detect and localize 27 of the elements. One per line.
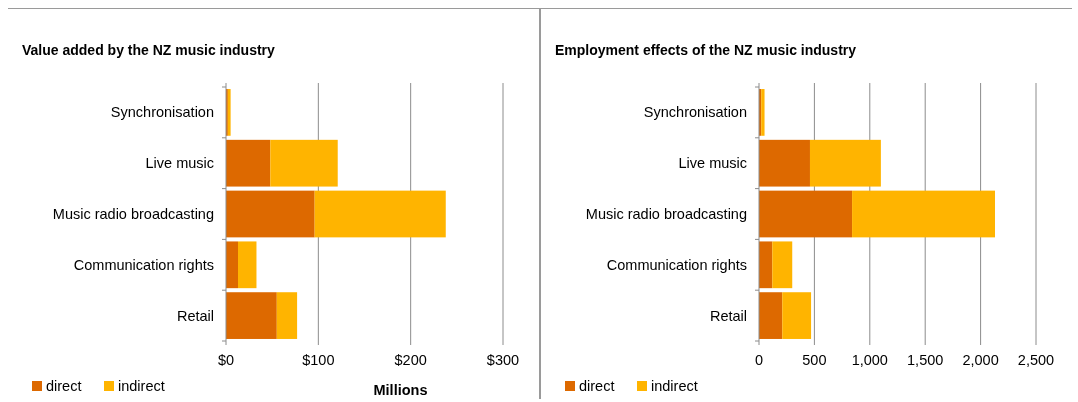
legend-label: direct	[579, 378, 615, 394]
chart-title: Employment effects of the NZ music industry	[555, 42, 857, 58]
y-tick-label: Synchronisation	[643, 104, 747, 121]
y-tick-label: Retail	[709, 307, 747, 324]
x-tick-label: 2,000	[962, 352, 999, 368]
x-tick-label: 1,500	[907, 352, 944, 368]
x-tick-label: $200	[394, 352, 427, 368]
y-tick-label: Communication rights	[73, 256, 214, 273]
legend-label: indirect	[118, 378, 165, 394]
chart-title: Value added by the NZ music industry	[22, 42, 276, 58]
x-tick-label: $300	[486, 352, 520, 368]
y-tick-label: Synchronisation	[110, 104, 214, 121]
y-tick-label: Retail	[176, 307, 214, 324]
x-tick-label: 500	[802, 352, 827, 368]
y-tick-label: Live music	[145, 155, 214, 172]
x-axis-title: Millions	[373, 382, 428, 398]
x-tick-label: $0	[217, 352, 235, 368]
legend-label: direct	[46, 378, 82, 394]
x-tick-label: 2,500	[1017, 352, 1055, 368]
legend-label: indirect	[651, 378, 698, 394]
x-tick-label: 1,000	[851, 352, 888, 368]
y-tick-label: Music radio broadcasting	[52, 206, 214, 223]
x-tick-label: 0	[754, 352, 764, 368]
y-tick-label: Music radio broadcasting	[585, 206, 747, 223]
x-tick-label: $100	[302, 352, 335, 368]
y-tick-label: Communication rights	[606, 256, 747, 273]
y-tick-label: Live music	[678, 155, 747, 172]
